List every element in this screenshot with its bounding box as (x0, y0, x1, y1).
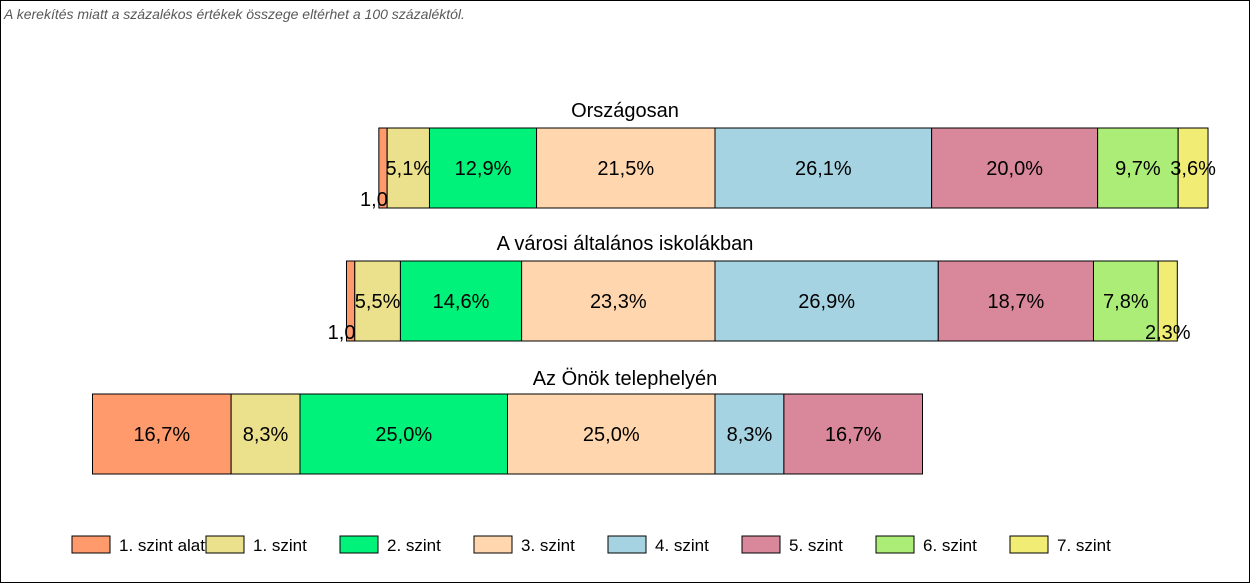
data-label-g3-s3: 25,0% (583, 424, 640, 446)
group-title-1: Országosan (571, 100, 679, 122)
bar-segment-g1-s1 (386, 127, 430, 209)
rounding-note: A kerekítés miatt a százalékos értékek ö… (4, 6, 465, 22)
data-label-g3-s4: 8,3% (727, 424, 773, 446)
bar-segment-g3-s3 (507, 393, 716, 475)
legend-swatch-2 (339, 535, 379, 554)
bar-segment-g3-s0 (92, 393, 232, 475)
data-label-g3-s0: 16,7% (133, 424, 190, 446)
legend-swatch-1 (205, 535, 245, 554)
legend-label-6: 6. szint (923, 536, 977, 555)
legend-swatch-4 (607, 535, 647, 554)
bar-segment-g3-s2 (299, 393, 508, 475)
group-title-2: A városi általános iskolákban (497, 233, 754, 255)
bar-segment-g1-s2 (428, 127, 538, 209)
bar-segment-g3-s1 (230, 393, 301, 475)
data-label-g1-s7: 3,6% (1170, 158, 1216, 180)
data-label-g2-s6: 7,8% (1103, 291, 1149, 313)
bar-segment-g2-s2 (399, 260, 523, 342)
data-label-g1-s5: 20,0% (986, 158, 1043, 180)
data-label-g1-s2: 12,9% (455, 158, 512, 180)
data-label-g2-s3: 23,3% (590, 291, 647, 313)
data-label-g3-s2: 25,0% (375, 424, 432, 446)
bar-segment-g1-s3 (536, 127, 716, 209)
data-label-g1-s1: 5,1% (386, 158, 432, 180)
bar-segment-g1-s4 (714, 127, 933, 209)
bar-segment-g2-s4 (714, 260, 939, 342)
group-title-3: Az Önök telephelyén (533, 368, 718, 390)
bar-segment-g3-s5 (783, 393, 924, 475)
bar-segment-g1-s6 (1097, 127, 1179, 209)
data-label-g2-s7: 2,3% (1145, 322, 1191, 344)
bar-segment-g2-s1 (354, 260, 401, 342)
data-label-g2-s5: 18,7% (988, 291, 1045, 313)
bar-segment-g2-s3 (521, 260, 716, 342)
legend-label-5: 5. szint (789, 536, 843, 555)
data-label-g1-s4: 26,1% (795, 158, 852, 180)
legend-label-2: 2. szint (387, 536, 441, 555)
legend-swatch-0 (71, 535, 111, 554)
legend-label-7: 7. szint (1057, 536, 1111, 555)
legend-label-1: 1. szint (253, 536, 307, 555)
data-label-g2-s4: 26,9% (798, 291, 855, 313)
data-label-g3-s5: 16,7% (825, 424, 882, 446)
data-label-g1-s6: 9,7% (1115, 158, 1161, 180)
bar-segment-g2-s5 (937, 260, 1094, 342)
data-label-g1-s3: 21,5% (597, 158, 654, 180)
bar-segment-g1-s7 (1177, 127, 1209, 209)
legend-label-3: 3. szint (521, 536, 575, 555)
legend-label-4: 4. szint (655, 536, 709, 555)
legend-swatch-7 (1009, 535, 1049, 554)
data-label-g2-s2: 14,6% (433, 291, 490, 313)
bar-segment-g2-s7 (1157, 260, 1178, 342)
data-label-g3-s1: 8,3% (243, 424, 289, 446)
legend-label-0: 1. szint alatti (119, 536, 214, 555)
legend-swatch-3 (473, 535, 513, 554)
bar-segment-g3-s4 (714, 393, 785, 475)
legend-swatch-6 (875, 535, 915, 554)
legend-swatch-5 (741, 535, 781, 554)
data-label-g2-s1: 5,5% (355, 291, 401, 313)
bar-segment-g1-s5 (931, 127, 1099, 209)
